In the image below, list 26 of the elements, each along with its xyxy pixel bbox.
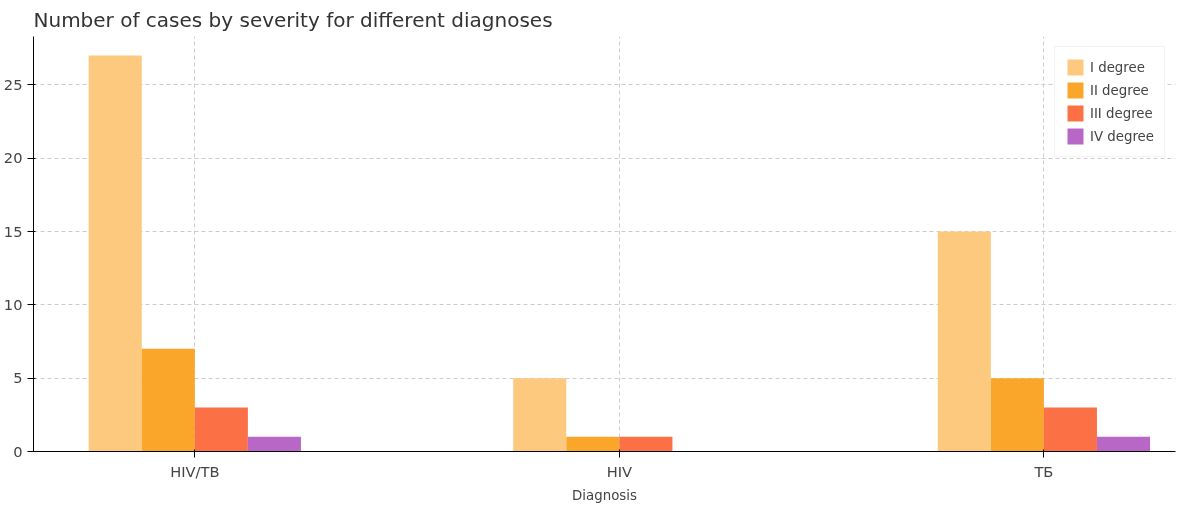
legend-label: II degree <box>1090 82 1149 98</box>
bar <box>1096 436 1151 452</box>
y-tick-label: 5 <box>13 369 23 387</box>
bar <box>141 348 195 452</box>
legend-label: I degree <box>1090 59 1145 75</box>
bar <box>566 436 620 452</box>
legend-label: IV degree <box>1090 128 1154 144</box>
y-tick-label: 0 <box>13 442 23 460</box>
bar <box>88 55 142 452</box>
x-axis-title: Diagnosis <box>572 487 637 503</box>
x-tick-label: HIV/TB <box>170 462 220 480</box>
x-tick-label: ТБ <box>1033 462 1054 480</box>
legend-label: III degree <box>1090 105 1153 121</box>
bar <box>619 436 673 452</box>
y-tick-label: 25 <box>3 75 23 93</box>
bar <box>1043 407 1097 452</box>
bar <box>513 378 567 452</box>
y-tick-label: 10 <box>3 295 23 313</box>
chart-title: Number of cases by severity for different diagnoses <box>33 7 553 32</box>
bar <box>990 378 1044 452</box>
y-tick-label: 20 <box>3 149 23 167</box>
y-tick-label: 15 <box>3 222 23 240</box>
bar <box>194 407 248 452</box>
x-tick-label: HIV <box>606 462 633 480</box>
bar <box>247 436 301 452</box>
bar <box>937 231 991 452</box>
